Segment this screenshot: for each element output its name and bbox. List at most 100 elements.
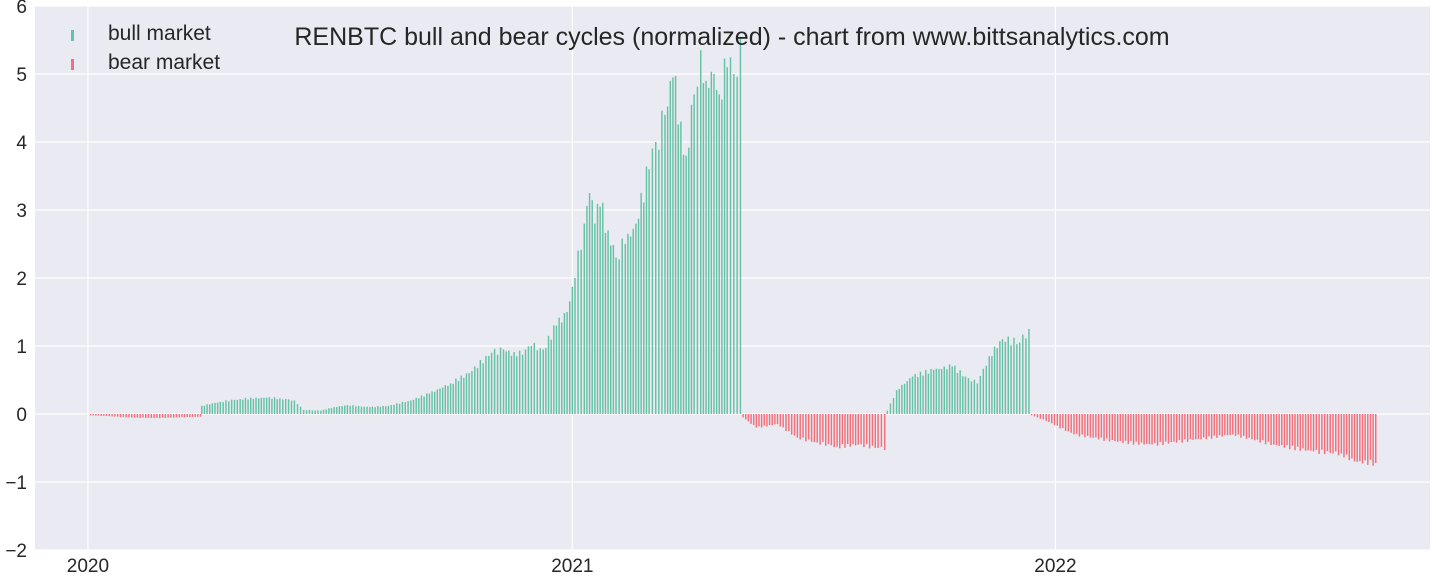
bear-bar	[1353, 414, 1356, 462]
bull-bar	[637, 218, 640, 414]
bear-bar	[860, 414, 862, 445]
bull-bar	[954, 365, 956, 414]
bull-bar	[305, 410, 308, 414]
bull-bar	[685, 155, 687, 414]
bull-bar	[393, 404, 395, 414]
bull-bar	[282, 399, 284, 414]
bull-bar	[420, 395, 423, 414]
bull-bar	[739, 36, 742, 414]
bear-bar	[796, 414, 799, 438]
bull-bar	[1025, 338, 1027, 414]
bear-bar	[156, 414, 158, 418]
bear-bar	[1097, 414, 1100, 440]
bull-bar	[932, 369, 935, 414]
bull-bar	[431, 391, 433, 414]
bear-bar	[857, 414, 859, 445]
bull-bar	[521, 354, 524, 414]
bear-bar	[1288, 414, 1291, 450]
bull-bar	[265, 397, 268, 414]
bear-bar	[186, 414, 188, 417]
bear-bar	[111, 414, 113, 417]
bear-bar	[1296, 414, 1299, 447]
bear-bar	[1124, 414, 1127, 441]
bull-bar	[352, 405, 354, 414]
bear-bar	[1275, 414, 1278, 446]
bear-bar	[1332, 414, 1334, 454]
bull-bar	[398, 403, 401, 414]
bull-bar	[962, 376, 964, 414]
bull-bar	[377, 406, 379, 414]
bull-bar	[330, 408, 333, 414]
bull-bar	[599, 206, 601, 414]
y-tick-label: 6	[16, 0, 27, 18]
bear-bar	[763, 414, 765, 426]
bull-bar	[527, 346, 530, 414]
bull-bar	[661, 110, 663, 415]
bull-bar	[505, 351, 507, 414]
y-tick-labels: −2 −1 0 1 2 3 4 5 6	[5, 0, 27, 562]
bear-bar	[1240, 414, 1242, 438]
bull-bar	[643, 202, 645, 414]
bear-bar	[874, 414, 876, 448]
bear-bar	[1089, 414, 1092, 438]
bear-bar	[758, 414, 760, 427]
bull-bar	[387, 405, 390, 414]
bear-bar	[827, 414, 830, 445]
bull-bar	[693, 94, 695, 415]
bear-bar	[1111, 414, 1113, 441]
bull-bar	[530, 346, 533, 414]
bear-bar	[1281, 414, 1283, 446]
bull-bar	[476, 368, 479, 414]
bull-bar	[244, 397, 247, 414]
legend-label-bear: bear market	[108, 51, 220, 74]
bull-bar	[426, 393, 428, 414]
bull-bar	[733, 74, 735, 414]
bear-bar	[1067, 414, 1070, 432]
bear-bar	[760, 414, 763, 428]
bull-bar	[624, 244, 627, 414]
bull-bar	[311, 410, 314, 414]
bear-bar	[1286, 414, 1288, 446]
bull-bar	[508, 350, 510, 414]
chart-title: RENBTC bull and bear cycles (normalized)…	[294, 23, 1169, 51]
bear-bar	[199, 414, 202, 417]
bear-bar	[1321, 414, 1323, 450]
bear-bar	[1075, 414, 1078, 434]
bear-bar	[1173, 414, 1175, 442]
bear-bar	[1361, 414, 1364, 464]
bear-bar	[1310, 414, 1312, 451]
bear-bar	[1229, 414, 1231, 435]
bull-bar	[723, 58, 726, 415]
bull-bar	[669, 80, 672, 414]
bull-bar	[404, 402, 406, 414]
bear-bar	[846, 414, 849, 444]
bull-bar	[959, 370, 961, 414]
bull-bar	[973, 379, 976, 414]
y-tick-label: 2	[16, 269, 27, 290]
bull-bar	[423, 396, 425, 414]
bear-bar	[1114, 414, 1116, 442]
y-tick-label: 4	[16, 133, 27, 154]
bear-bar	[1213, 414, 1215, 436]
bull-bar	[648, 169, 650, 414]
bear-bar	[1197, 414, 1200, 439]
bull-bar	[988, 356, 990, 414]
bull-bar	[250, 397, 252, 414]
bear-bar	[191, 414, 194, 417]
bear-bar	[1234, 414, 1237, 436]
bull-bar	[314, 410, 316, 414]
bear-bar	[1146, 414, 1148, 444]
bear-bar	[1162, 414, 1164, 446]
bear-bar	[122, 414, 125, 417]
bear-bar	[880, 414, 883, 447]
bull-bar	[906, 381, 908, 414]
bull-bar	[439, 388, 441, 414]
bear-bar	[1221, 414, 1223, 437]
bull-bar	[479, 359, 482, 414]
bull-bar	[951, 366, 953, 414]
bull-bar	[366, 406, 368, 414]
bull-bar	[317, 410, 319, 414]
bull-bar	[705, 80, 707, 415]
bull-bar	[482, 363, 484, 414]
bull-bar	[640, 192, 642, 414]
